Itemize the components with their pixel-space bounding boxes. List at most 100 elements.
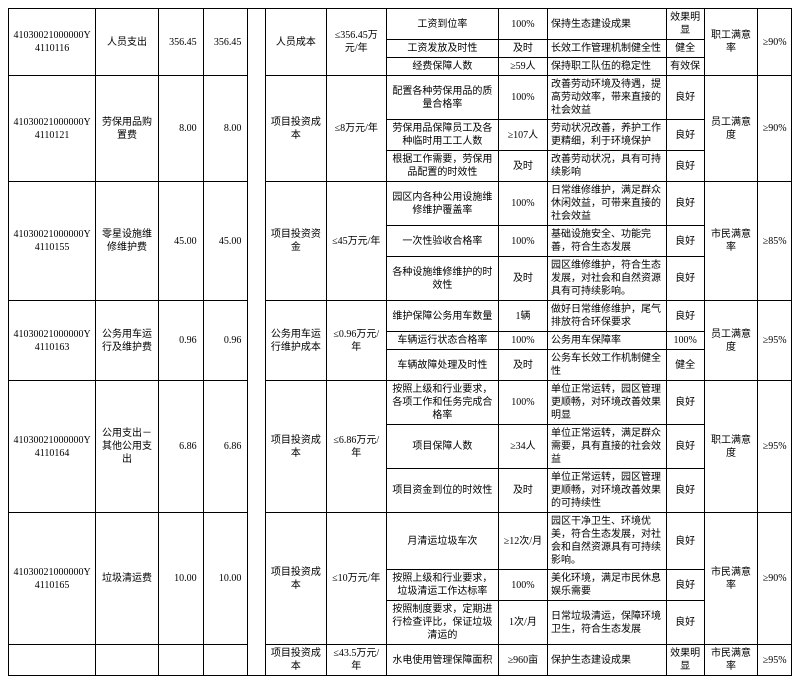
effect-rating: 健全 [666, 40, 704, 58]
effect-desc: 单位正常运转，园区管理更顺畅，对环境改善效果明显 [548, 381, 667, 425]
effect-desc: 园区干净卫生、环境优美，符合生态发展，对社会和自然资源具有可持续影响。 [548, 513, 667, 570]
amount-2: 10.00 [203, 513, 248, 645]
cost-limit: ≤0.96万元/年 [326, 301, 386, 381]
satisfaction-value: ≥90% [758, 9, 792, 76]
indicator-value: ≥12次/月 [498, 513, 547, 570]
effect-rating: 良好 [666, 182, 704, 226]
project-name: 公用支出－其他公用支出 [96, 381, 159, 513]
effect-desc: 园区维修维护，符合生态发展，对社会和自然资源具有可持续影响。 [548, 257, 667, 301]
effect-desc: 单位正常运转，园区管理更顺畅，对环境改善效果的可持续性 [548, 469, 667, 513]
satisfaction-label: 职工满意度 [704, 381, 758, 513]
indicator-value: 及时 [498, 40, 547, 58]
project-name: 人员支出 [96, 9, 159, 76]
amount-1: 6.86 [158, 381, 203, 513]
effect-desc: 做好日常维修维护，尾气排放符合环保要求 [548, 301, 667, 332]
indicator-value: 100% [498, 76, 547, 120]
indicator-value: 及时 [498, 350, 547, 381]
indicator-value: 及时 [498, 469, 547, 513]
table-row: 41030021000000Y4110121劳保用品购置费8.008.00项目投… [9, 76, 792, 120]
effect-desc: 劳动状况改善，养护工作更精细，利于环境保护 [548, 120, 667, 151]
indicator-value: 100% [498, 570, 547, 601]
indicator: 配置各种劳保用品的质量合格率 [387, 76, 499, 120]
table-row: 41030021000000Y4110164公用支出－其他公用支出6.866.8… [9, 381, 792, 425]
satisfaction-value: ≥95% [758, 301, 792, 381]
budget-table: 41030021000000Y4110116人员支出356.45356.45人员… [8, 8, 792, 676]
effect-rating: 效果明显 [666, 645, 704, 676]
table-row: 41030021000000Y4110163公务用车运行及维护费0.960.96… [9, 301, 792, 332]
satisfaction-label: 员工满意度 [704, 301, 758, 381]
cost-limit: ≤356.45万元/年 [326, 9, 386, 76]
effect-rating: 良好 [666, 425, 704, 469]
effect-rating: 健全 [666, 350, 704, 381]
project-code: 41030021000000Y4110163 [9, 301, 96, 381]
cost-item: 人员成本 [266, 9, 326, 76]
satisfaction-value: ≥95% [758, 381, 792, 513]
cost-item: 项目投资资金 [266, 182, 326, 301]
indicator-value: ≥960亩 [498, 645, 547, 676]
indicator-value: 及时 [498, 257, 547, 301]
indicator: 各种设施维修维护的时效性 [387, 257, 499, 301]
indicator: 车辆运行状态合格率 [387, 332, 499, 350]
project-name: 零星设施维修维护费 [96, 182, 159, 301]
project-code: 41030021000000Y4110164 [9, 381, 96, 513]
table-row: 41030021000000Y4110116人员支出356.45356.45人员… [9, 9, 792, 40]
indicator: 项目资金到位的时效性 [387, 469, 499, 513]
indicator-value: 100% [498, 9, 547, 40]
effect-desc: 美化环境，满足市民休息娱乐需要 [548, 570, 667, 601]
cost-item: 项目投资成本 [266, 645, 326, 676]
indicator: 按照上级和行业要求，各项工作和任务完成合格率 [387, 381, 499, 425]
indicator-value: 100% [498, 226, 547, 257]
effect-rating: 效果明显 [666, 9, 704, 40]
amount-2: 45.00 [203, 182, 248, 301]
effect-rating: 良好 [666, 76, 704, 120]
amount-1: 8.00 [158, 76, 203, 182]
indicator: 维护保障公务用车数量 [387, 301, 499, 332]
cost-item: 公务用车运行维护成本 [266, 301, 326, 381]
satisfaction-label: 员工满意度 [704, 76, 758, 182]
project-name: 垃圾清运费 [96, 513, 159, 645]
indicator: 工资发放及时性 [387, 40, 499, 58]
effect-desc: 保持生态建设成果 [548, 9, 667, 40]
satisfaction-value: ≥85% [758, 182, 792, 301]
effect-desc: 日常维修维护，满足群众休闲效益，可带来直接的社会效益 [548, 182, 667, 226]
project-name [96, 645, 159, 676]
cost-limit: ≤6.86万元/年 [326, 381, 386, 513]
indicator: 项目保障人数 [387, 425, 499, 469]
satisfaction-label: 市民满意率 [704, 182, 758, 301]
cost-limit: ≤8万元/年 [326, 76, 386, 182]
cost-limit: ≤45万元/年 [326, 182, 386, 301]
indicator: 一次性验收合格率 [387, 226, 499, 257]
amount-1 [158, 645, 203, 676]
amount-2: 6.86 [203, 381, 248, 513]
effect-rating: 良好 [666, 120, 704, 151]
indicator: 根据工作需要，劳保用品配置的时效性 [387, 151, 499, 182]
effect-desc: 改善劳动状况，具有可持续影响 [548, 151, 667, 182]
indicator-value: 及时 [498, 151, 547, 182]
indicator: 经费保障人数 [387, 58, 499, 76]
amount-2 [203, 645, 248, 676]
cost-limit: ≤10万元/年 [326, 513, 386, 645]
effect-rating: 良好 [666, 151, 704, 182]
indicator: 水电使用管理保障面积 [387, 645, 499, 676]
amount-2: 356.45 [203, 9, 248, 76]
amount-2: 8.00 [203, 76, 248, 182]
effect-desc: 公务用车保障率 [548, 332, 667, 350]
effect-desc: 保护生态建设成果 [548, 645, 667, 676]
effect-rating: 良好 [666, 601, 704, 645]
effect-desc: 保持职工队伍的稳定性 [548, 58, 667, 76]
indicator: 劳保用品保障员工及各种临时用工工人数 [387, 120, 499, 151]
effect-rating: 良好 [666, 469, 704, 513]
satisfaction-label: 职工满意率 [704, 9, 758, 76]
effect-desc: 长效工作管理机制健全性 [548, 40, 667, 58]
satisfaction-value: ≥95% [758, 645, 792, 676]
effect-rating: 100% [666, 332, 704, 350]
project-code: 41030021000000Y4110121 [9, 76, 96, 182]
effect-rating: 良好 [666, 570, 704, 601]
amount-1: 0.96 [158, 301, 203, 381]
effect-desc: 基础设施安全、功能完善，符合生态发展 [548, 226, 667, 257]
cost-item: 项目投资成本 [266, 76, 326, 182]
cost-limit: ≤43.5万元/年 [326, 645, 386, 676]
cost-item: 项目投资成本 [266, 381, 326, 513]
effect-rating: 良好 [666, 257, 704, 301]
effect-rating: 良好 [666, 513, 704, 570]
